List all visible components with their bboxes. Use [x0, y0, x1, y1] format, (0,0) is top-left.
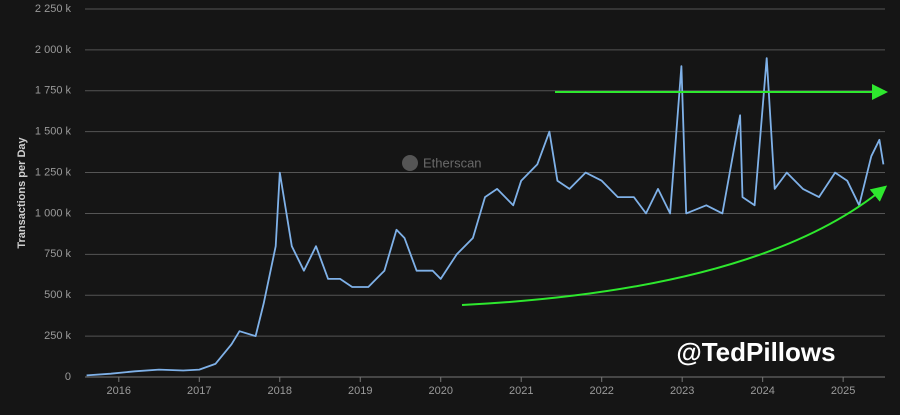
x-tick-label: 2020 — [428, 385, 452, 397]
y-tick-label: 1 750 k — [35, 85, 72, 97]
y-tick-label: 2 000 k — [35, 44, 72, 56]
x-tick-label: 2022 — [589, 385, 613, 397]
plot: 0 250 k 500 k 750 k 1 000 k 1 250 k 1 500 k 1 7… — [35, 3, 885, 397]
y-tick-label: 2 250 k — [35, 3, 72, 15]
x-tick-label: 2021 — [509, 385, 533, 397]
x-tick-label: 2019 — [348, 385, 372, 397]
y-tick-label: 250 k — [44, 330, 71, 342]
data-line — [86, 57, 885, 377]
y-axis-label: Transactions per Day — [16, 136, 28, 248]
y-tick-label: 1 250 k — [35, 166, 72, 178]
x-tick-label: 2016 — [107, 385, 131, 397]
y-tick-label: 500 k — [44, 289, 71, 301]
y-tick-label: 1 500 k — [35, 126, 72, 138]
y-tick-label: 750 k — [44, 248, 71, 260]
annotation: @TedPillows — [676, 337, 835, 367]
x-tick-label: 2017 — [187, 385, 211, 397]
y-tick-label: 0 — [65, 371, 71, 383]
x-tick-label: 2018 — [268, 385, 292, 397]
x-tick-label: 2024 — [750, 385, 774, 397]
watermark-icon — [402, 155, 418, 171]
y-tick-label: 1 000 k — [35, 207, 72, 219]
x-tick-label: 2023 — [670, 385, 694, 397]
x-tick-label: 2025 — [831, 385, 855, 397]
annotation-arrow — [461, 185, 888, 306]
watermark: Etherscan — [423, 155, 482, 170]
